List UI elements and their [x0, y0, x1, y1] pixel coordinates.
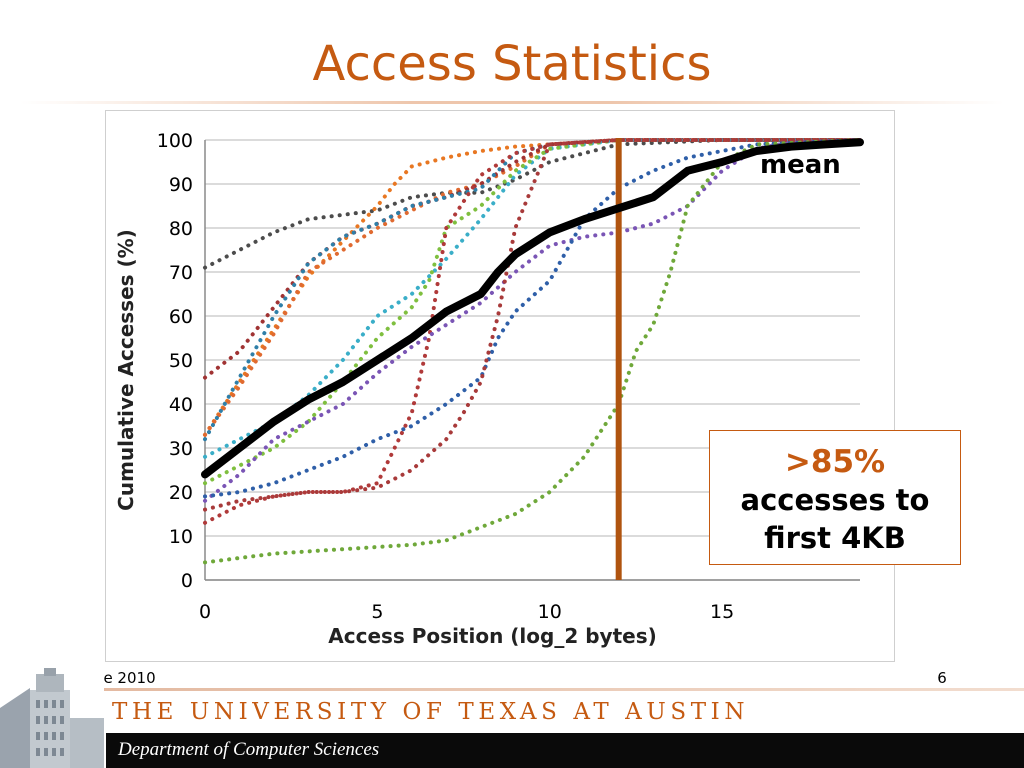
x-tick-label: 10: [538, 601, 562, 623]
callout-line-1: accesses to: [740, 483, 930, 517]
y-axis-label: Cumulative Accesses (%): [114, 229, 138, 511]
chart-frame: 0 10 20 30 40 50 60 70 80 90 100 0 5 10 15 Access Posit…: [105, 110, 895, 662]
y-tick-label: 80: [169, 218, 193, 240]
page-number: 6: [937, 669, 947, 687]
dotted-series-line: [203, 138, 862, 503]
mean-label: mean: [760, 150, 841, 180]
callout-line-2: first 4KB: [764, 521, 906, 555]
y-tick-label: 20: [169, 482, 193, 504]
title-divider: [20, 101, 1004, 104]
university-name: THE UNIVERSITY OF TEXAS AT AUSTIN: [112, 699, 750, 725]
y-tick-label: 50: [169, 350, 193, 372]
y-tick-label: 30: [169, 438, 193, 460]
mean-series-line: [201, 138, 864, 479]
dotted-series-line: [203, 138, 862, 499]
dotted-series-line: [203, 138, 862, 486]
y-tick-label: 0: [181, 570, 193, 592]
y-tick-label: 70: [169, 262, 193, 284]
y-tick-label: 90: [169, 174, 193, 196]
callout-percent: >85%: [784, 444, 886, 480]
slide-title: Access Statistics: [312, 36, 712, 92]
x-tick-label: 0: [199, 601, 211, 623]
dotted-series-line: [203, 138, 862, 525]
x-axis-label: Access Position (log_2 bytes): [328, 624, 657, 648]
dotted-series-line: [203, 138, 862, 565]
dotted-series-line: [203, 138, 862, 442]
department-bar: [106, 733, 1024, 768]
department-name: Department of Computer Sciences: [118, 739, 380, 760]
cumulative-access-chart: 0 10 20 30 40 50 60 70 80 90 100 0 5 10 15 Access Posit…: [114, 130, 864, 648]
dotted-series-line: [203, 138, 862, 512]
ut-tower-icon: [0, 668, 104, 768]
y-tick-label: 60: [169, 306, 193, 328]
x-tick-label: 15: [710, 601, 734, 623]
y-tick-label: 100: [157, 130, 193, 152]
y-tick-label: 40: [169, 394, 193, 416]
callout-box: >85% accesses to first 4KB: [709, 430, 961, 565]
dotted-series-line: [203, 138, 862, 437]
footer-divider: [80, 688, 1024, 691]
y-tick-label: 10: [169, 526, 193, 548]
x-tick-label: 5: [371, 601, 383, 623]
